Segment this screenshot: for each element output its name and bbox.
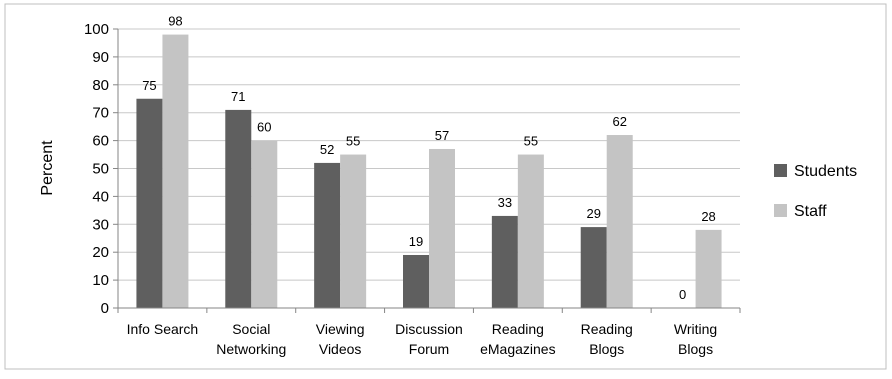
x-category-label: Blogs — [589, 341, 624, 357]
y-tick-label: 0 — [101, 300, 109, 317]
bar-staff — [340, 154, 367, 308]
bar-students — [491, 215, 518, 308]
legend-label-students: Students — [794, 163, 857, 180]
x-category-label: Viewing — [316, 321, 365, 337]
x-category-label: eMagazines — [480, 341, 556, 357]
y-tick-label: 10 — [92, 272, 109, 289]
legend-swatch-staff — [774, 204, 787, 217]
x-category-labels: Info Search Social Networking Viewing Videos… — [127, 321, 718, 357]
data-label-staff: 60 — [257, 120, 271, 135]
x-category-label: Networking — [216, 341, 286, 357]
x-category-label: Info Search — [127, 321, 199, 337]
bar-students — [314, 162, 341, 308]
x-category-label: Reading — [581, 321, 633, 337]
x-category-label: Social — [232, 321, 270, 337]
legend: Students Staff — [774, 163, 857, 220]
data-label-students: 71 — [231, 89, 245, 104]
data-label-students: 33 — [498, 195, 512, 210]
y-tick-label: 30 — [92, 216, 109, 233]
legend-label-staff: Staff — [794, 203, 827, 220]
axes — [113, 28, 741, 313]
bar-students — [403, 254, 429, 308]
y-tick-label: 90 — [92, 49, 109, 66]
data-label-students: 52 — [320, 142, 334, 157]
gridlines — [118, 28, 740, 281]
x-category-label: Writing — [674, 321, 717, 337]
bar-staff — [429, 148, 455, 308]
y-tick-labels: 0 10 20 30 40 50 60 70 80 90 100 — [84, 21, 109, 317]
data-label-students: 19 — [409, 234, 423, 249]
bar-staff — [695, 229, 722, 308]
y-tick-label: 60 — [92, 133, 109, 150]
data-labels: 75 98 71 60 52 55 19 57 33 55 29 62 0 28 — [142, 14, 716, 302]
bar-staff — [517, 154, 544, 308]
data-label-staff: 55 — [524, 134, 538, 149]
bar-students — [580, 227, 607, 308]
y-axis-label: Percent — [39, 140, 56, 196]
data-label-students: 0 — [679, 287, 686, 302]
bar-staff — [162, 34, 189, 309]
data-label-staff: 62 — [612, 114, 626, 129]
data-label-students: 29 — [586, 206, 600, 221]
x-category-label: Videos — [319, 341, 362, 357]
data-label-staff: 55 — [346, 134, 360, 149]
data-label-students: 75 — [142, 78, 156, 93]
y-tick-label: 40 — [92, 188, 109, 205]
data-label-staff: 98 — [168, 14, 182, 29]
y-tick-label: 100 — [84, 21, 109, 38]
bar-staff — [606, 135, 633, 308]
bars — [136, 34, 722, 309]
bar-students — [136, 98, 163, 308]
data-label-staff: 28 — [701, 209, 715, 224]
bar-staff — [251, 140, 278, 308]
x-category-label: Discussion — [395, 321, 463, 337]
legend-swatch-students — [774, 164, 787, 177]
y-tick-label: 20 — [92, 244, 109, 261]
x-category-label: Reading — [492, 321, 544, 337]
x-category-label: Forum — [409, 341, 449, 357]
bar-students — [225, 109, 252, 308]
y-tick-label: 70 — [92, 105, 109, 122]
x-category-label: Blogs — [678, 341, 713, 357]
y-tick-label: 50 — [92, 161, 109, 178]
y-tick-label: 80 — [92, 77, 109, 94]
data-label-staff: 57 — [435, 128, 449, 143]
